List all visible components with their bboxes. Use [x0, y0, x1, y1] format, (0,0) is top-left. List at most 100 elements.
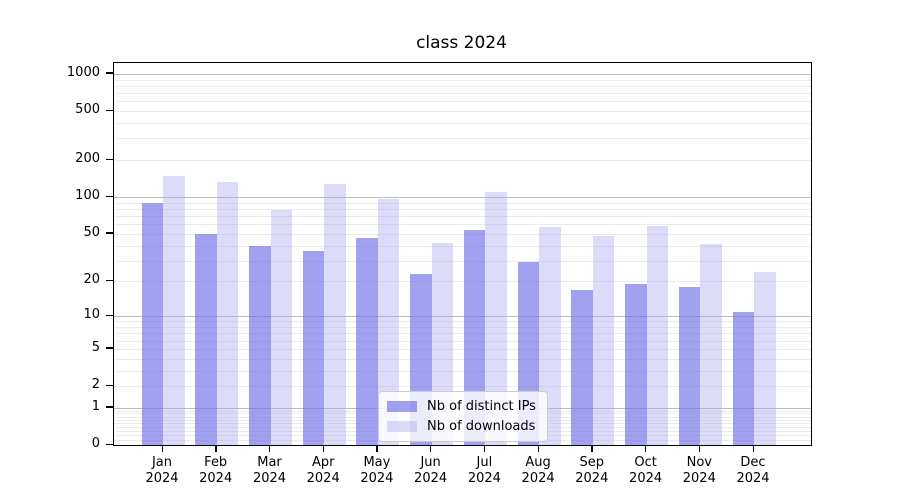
y-tick-label-5: 5	[91, 339, 100, 355]
x-label-month: Aug	[525, 455, 551, 470]
gridline-minor	[114, 321, 811, 323]
y-tick-label-20: 20	[83, 272, 100, 288]
y-tick-2	[106, 384, 113, 386]
y-tick-1	[106, 406, 113, 408]
bar-downloads-apr	[324, 183, 346, 445]
y-tick-label-50: 50	[83, 224, 100, 240]
gridline-minor	[114, 123, 811, 124]
x-label-year: 2024	[306, 471, 340, 486]
x-label-year: 2024	[682, 471, 716, 486]
x-tick-label-aug: Aug 2024	[506, 455, 570, 487]
y-tick-label-2: 2	[91, 377, 100, 392]
gridline-minor	[114, 233, 811, 235]
gridline-minor	[114, 224, 811, 226]
gridline-minor	[114, 281, 811, 283]
bar-downloads-aug	[539, 226, 561, 445]
gridline-major	[114, 197, 811, 199]
y-tick-100	[106, 195, 113, 197]
x-label-year: 2024	[145, 471, 179, 486]
x-tick-label-jan: Jan 2024	[130, 455, 194, 487]
gridline-minor	[114, 160, 811, 162]
bar-distinct-ips-feb	[195, 233, 217, 445]
bar-distinct-ips-jan	[141, 202, 163, 445]
gridline-minor	[114, 260, 811, 262]
bar-distinct-ips-sep	[571, 289, 593, 445]
x-tick-mar	[269, 445, 271, 452]
gridline-minor	[114, 358, 811, 360]
gridline-minor	[114, 85, 811, 87]
y-tick-label-100: 100	[75, 188, 100, 204]
bar-distinct-ips-apr	[302, 251, 325, 445]
legend: Nb of distinct IPs Nb of downloads	[378, 391, 548, 442]
gridline-minor	[114, 138, 811, 140]
legend-label-distinct-ips: Nb of distinct IPs	[427, 399, 536, 414]
gridline-minor	[114, 208, 811, 210]
x-tick-jun	[430, 445, 432, 452]
bar-downloads-mar	[270, 210, 292, 445]
x-tick-jul	[483, 445, 486, 452]
x-tick-label-nov: Nov 2024	[667, 455, 731, 487]
x-label-month: Jul	[476, 455, 493, 470]
x-label-year: 2024	[467, 471, 501, 486]
legend-item-downloads: Nb of downloads	[387, 419, 536, 434]
gridline-major	[114, 316, 811, 318]
x-tick-label-may: May 2024	[345, 455, 409, 487]
x-label-month: Mar	[257, 455, 282, 470]
gridline-minor	[114, 348, 811, 350]
x-label-month: Oct	[634, 455, 657, 470]
x-tick-dec	[752, 445, 754, 452]
bar-downloads-jul	[485, 192, 507, 445]
bar-distinct-ips-mar	[249, 245, 271, 445]
y-tick-20	[106, 279, 113, 282]
x-tick-label-jun: Jun 2024	[399, 455, 463, 487]
gridline-minor	[114, 245, 811, 247]
gridline-minor	[114, 333, 811, 335]
x-label-month: Sep	[579, 455, 605, 470]
legend-swatch-downloads	[387, 421, 417, 432]
gridline-minor	[114, 327, 811, 328]
x-tick-may	[376, 445, 378, 452]
x-tick-label-mar: Mar 2024	[238, 455, 302, 487]
y-tick-label-1: 1	[91, 398, 100, 414]
gridline-minor	[114, 202, 811, 204]
legend-swatch-distinct-ips	[387, 401, 417, 412]
y-tick-0	[106, 443, 113, 445]
bar-distinct-ips-may	[356, 238, 378, 445]
x-label-year: 2024	[575, 471, 609, 486]
x-label-year: 2024	[521, 471, 555, 486]
x-tick-oct	[645, 445, 647, 452]
gridline-minor	[114, 111, 811, 112]
bar-distinct-ips-dec	[732, 311, 754, 445]
bar-distinct-ips-nov	[678, 286, 701, 445]
x-tick-label-jul: Jul 2024	[452, 455, 516, 487]
bar-downloads-oct	[646, 225, 669, 445]
x-tick-label-sep: Sep 2024	[560, 455, 624, 487]
legend-label-downloads: Nb of downloads	[427, 419, 536, 434]
y-tick-50	[106, 232, 113, 234]
x-label-month: Apr	[311, 455, 335, 470]
gridline-minor	[114, 340, 811, 342]
x-tick-apr	[322, 445, 325, 452]
x-tick-jan	[161, 445, 163, 452]
y-tick-label-0: 0	[91, 436, 100, 451]
bar-downloads-nov	[700, 244, 722, 445]
x-label-month: Jan	[151, 455, 173, 470]
x-tick-label-oct: Oct 2024	[614, 455, 678, 487]
x-label-year: 2024	[414, 471, 448, 486]
x-tick-feb	[215, 445, 217, 452]
legend-item-distinct-ips: Nb of distinct IPs	[387, 399, 536, 414]
bar-distinct-ips-oct	[625, 284, 647, 445]
x-label-year: 2024	[252, 471, 287, 486]
y-tick-label-200: 200	[75, 151, 100, 167]
x-label-month: Jun	[420, 455, 441, 470]
gridline-minor	[114, 386, 811, 387]
x-tick-label-feb: Feb 2024	[184, 455, 248, 487]
gridline-minor	[114, 216, 811, 217]
x-label-month: Nov	[686, 455, 712, 470]
bar-downloads-sep	[592, 235, 615, 445]
x-label-year: 2024	[736, 471, 770, 486]
y-tick-200	[106, 158, 113, 160]
x-label-year: 2024	[629, 471, 663, 486]
x-label-month: Dec	[740, 455, 766, 470]
